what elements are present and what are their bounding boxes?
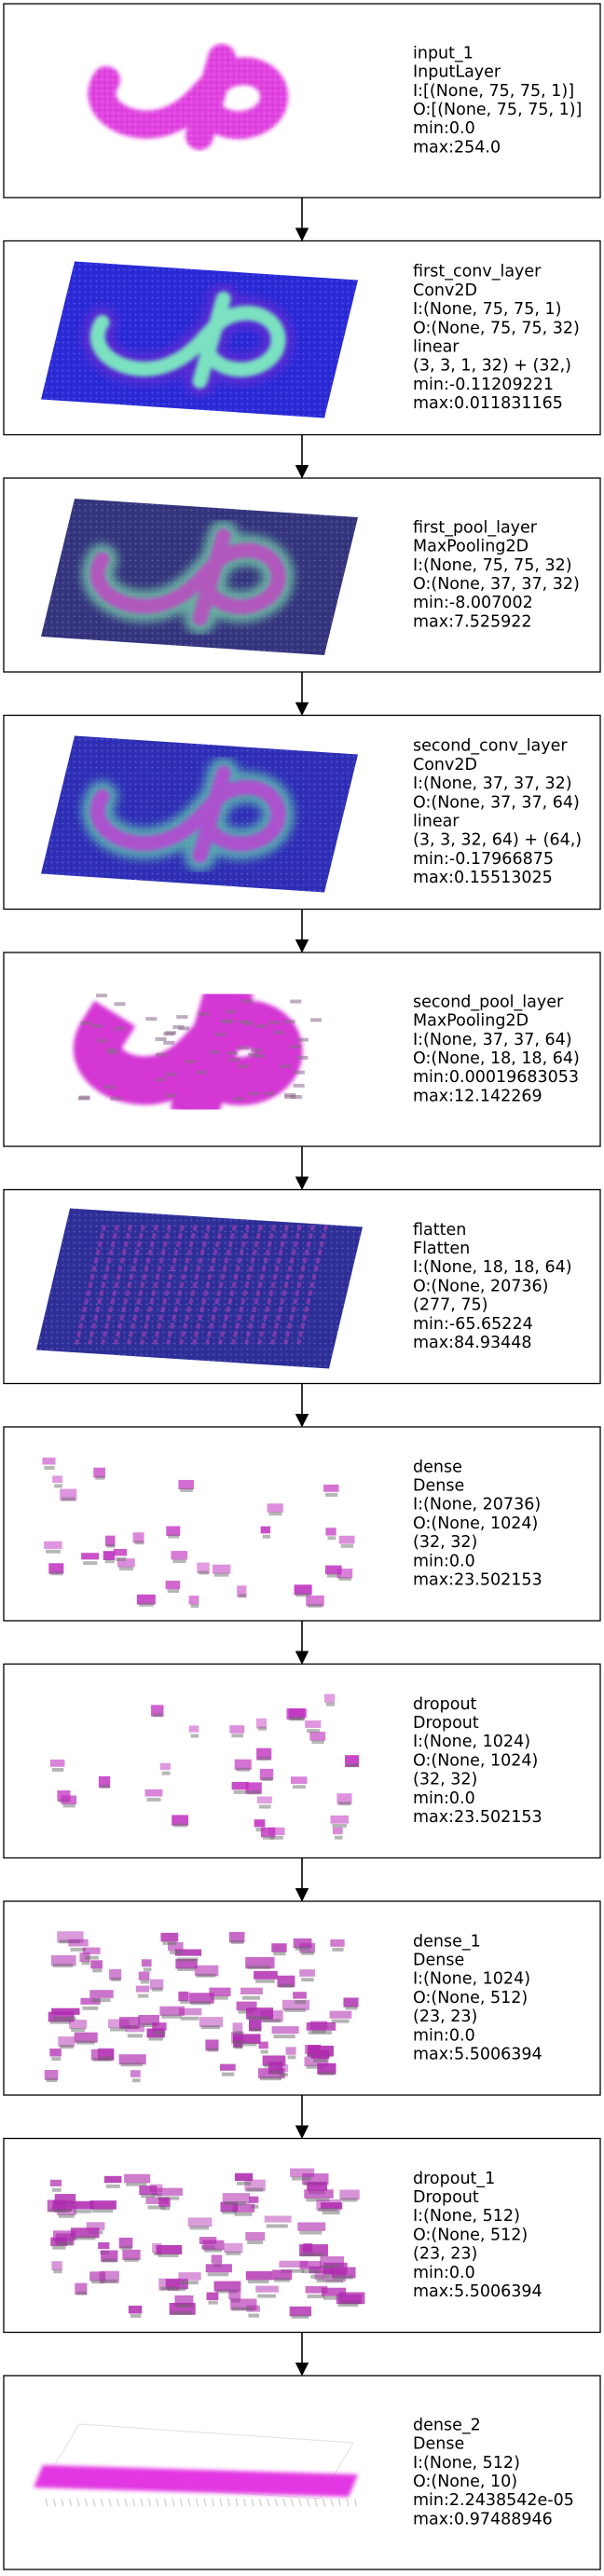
layer-name-label: first_conv_layer	[413, 263, 542, 281]
layer-name-label: dropout_1	[413, 2170, 495, 2188]
dense_2-activation-viz	[34, 2423, 358, 2507]
dense-activation-viz	[42, 1457, 355, 1609]
layer-output-label: O:(None, 37, 37, 32)	[413, 575, 580, 594]
layer-min-label: min:-8.007002	[413, 594, 533, 612]
layer-min-label: min:-0.17966875	[413, 850, 554, 869]
layer-max-label: max:23.502153	[413, 1571, 542, 1590]
layer-input-label: I:(None, 37, 37, 64)	[413, 1031, 572, 1049]
layer-type-label: Conv2D	[413, 281, 477, 300]
input_1-activation-viz	[88, 44, 288, 150]
layer-name-label: dropout	[413, 1695, 477, 1714]
layer-output-label: O:(None, 75, 75, 32)	[413, 319, 580, 337]
layer-name-label: dense_2	[413, 2416, 481, 2434]
layer-output-label: O:(None, 1024)	[413, 1514, 538, 1533]
layer-output-label: O:[(None, 75, 75, 1)]	[413, 101, 582, 119]
layer-max-label: max:12.142269	[413, 1087, 542, 1105]
layer-type-label: InputLayer	[413, 63, 501, 82]
layer-max-label: max:0.97488946	[413, 2510, 553, 2528]
layer-max-label: max:5.5006394	[413, 2046, 542, 2064]
layer-max-label: max:0.011831165	[413, 394, 563, 413]
layer-box	[3, 1663, 601, 1859]
layer-input-label: I:(None, 512)	[413, 2454, 520, 2473]
layer-name-label: second_pool_layer	[413, 993, 564, 1011]
layer-input-label: I:(None, 37, 37, 32)	[413, 774, 572, 793]
layer-name-label: dense	[413, 1458, 462, 1476]
layer-input-label: I:[(None, 75, 75, 1)]	[413, 82, 574, 101]
layer-name-label: second_conv_layer	[413, 737, 568, 756]
second_conv_layer-activation-viz	[41, 735, 358, 893]
layer-min-label: min:0.0	[413, 1552, 475, 1570]
layer-max-label: max:84.93448	[413, 1334, 532, 1352]
layer-output-label: O:(None, 512)	[413, 1989, 528, 2007]
flatten-activation-viz	[36, 1208, 363, 1369]
layer-min-label: min:0.0	[413, 119, 475, 138]
layer-max-label: max:7.525922	[413, 612, 532, 631]
dropout_1-activation-viz	[47, 2168, 365, 2319]
layer-min-label: min:0.0	[413, 2026, 475, 2045]
layer-type-label: Dropout	[413, 1714, 479, 1733]
layer-input-label: I:(None, 1024)	[413, 1970, 530, 1989]
layer-extra-0-label: (23, 23)	[413, 2245, 477, 2264]
first_conv_layer-activation-viz	[41, 261, 358, 418]
layer-extra-0-label: (277, 75)	[413, 1296, 487, 1315]
layer-name-label: first_pool_layer	[413, 518, 538, 537]
layer-name-label: input_1	[413, 44, 474, 62]
layer-name-label: flatten	[413, 1221, 466, 1240]
layer-name-label: dense_1	[413, 1932, 481, 1951]
layer-output-label: O:(None, 18, 18, 64)	[413, 1049, 580, 1068]
layer-input-label: I:(None, 75, 75, 32)	[413, 556, 572, 575]
layer-output-label: O:(None, 10)	[413, 2473, 517, 2491]
layer-type-label: Dropout	[413, 2188, 479, 2207]
layer-output-label: O:(None, 20736)	[413, 1277, 548, 1295]
layer-max-label: max:23.502153	[413, 1808, 542, 1827]
layer-min-label: min:-0.11209221	[413, 376, 554, 394]
layer-output-label: O:(None, 1024)	[413, 1751, 538, 1770]
layer-type-label: Dense	[413, 1477, 464, 1496]
layer-extra-0-label: (23, 23)	[413, 2007, 477, 2026]
first_pool_layer-activation-viz	[41, 499, 358, 655]
layer-extra-0-label: (32, 32)	[413, 1771, 477, 1789]
layer-input-label: I:(None, 75, 75, 1)	[413, 300, 561, 319]
layer-extra-0-label: linear	[413, 813, 460, 831]
layer-extra-1-label: (3, 3, 32, 64) + (64,)	[413, 831, 582, 850]
layer-input-label: I:(None, 512)	[413, 2207, 520, 2226]
layer-input-label: I:(None, 1024)	[413, 1733, 530, 1751]
layer-type-label: MaxPooling2D	[413, 538, 528, 556]
layer-output-label: O:(None, 37, 37, 64)	[413, 793, 580, 812]
layer-max-label: max:0.15513025	[413, 869, 553, 887]
layer-min-label: min:2.2438542e-05	[413, 2491, 574, 2510]
layer-output-label: O:(None, 512)	[413, 2226, 528, 2244]
layer-type-label: Conv2D	[413, 756, 477, 774]
layer-type-label: MaxPooling2D	[413, 1012, 528, 1031]
layer-input-label: I:(None, 18, 18, 64)	[413, 1258, 572, 1277]
second_pool_layer-activation-viz	[73, 980, 323, 1123]
layer-extra-0-label: linear	[413, 338, 460, 357]
dense_1-activation-viz	[44, 1931, 359, 2083]
layer-type-label: Flatten	[413, 1240, 470, 1258]
layer-min-label: min:-65.65224	[413, 1315, 533, 1334]
layer-max-label: max:254.0	[413, 138, 501, 157]
layer-max-label: max:5.5006394	[413, 2282, 542, 2301]
layer-extra-0-label: (32, 32)	[413, 1533, 477, 1552]
dropout-activation-viz	[49, 1693, 359, 1840]
layer-min-label: min:0.0	[413, 2264, 475, 2282]
layer-type-label: Dense	[413, 2435, 464, 2454]
layer-input-label: I:(None, 20736)	[413, 1496, 541, 1514]
layer-min-label: min:0.0	[413, 1789, 475, 1808]
layer-min-label: min:0.00019683053	[413, 1068, 579, 1087]
layer-extra-1-label: (3, 3, 1, 32) + (32,)	[413, 357, 571, 376]
layer-type-label: Dense	[413, 1952, 464, 1970]
